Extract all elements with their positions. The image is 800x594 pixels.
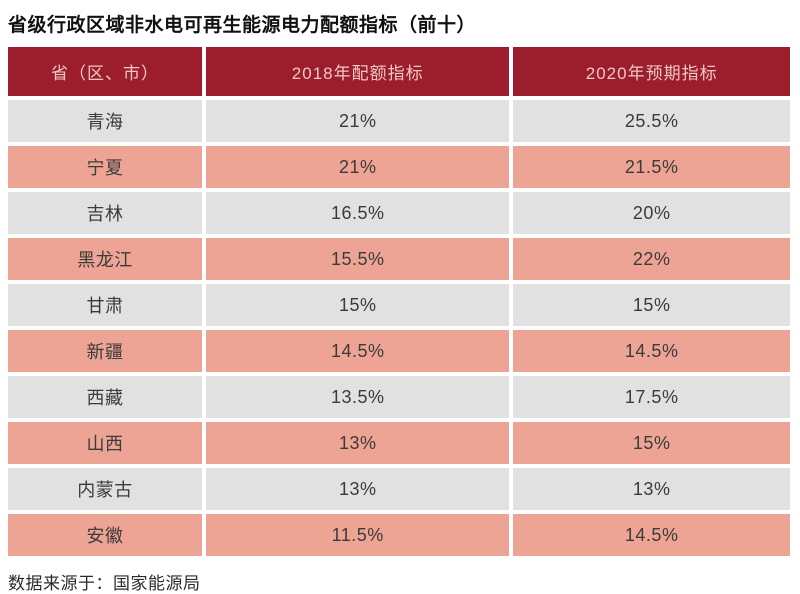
cell-2020-expected: 13% — [509, 464, 794, 514]
cell-2018-quota: 14.5% — [202, 326, 514, 376]
cell-2020-expected: 14.5% — [509, 326, 794, 376]
cell-province: 甘肃 — [3, 280, 207, 330]
cell-province: 宁夏 — [3, 142, 207, 192]
cell-2020-expected: 21.5% — [509, 142, 794, 192]
table-row: 内蒙古 13% 13% — [3, 464, 794, 514]
table-row: 宁夏 21% 21.5% — [3, 142, 794, 192]
cell-2020-expected: 15% — [509, 418, 794, 468]
cell-province: 西藏 — [3, 372, 207, 422]
cell-2018-quota: 15% — [202, 280, 514, 330]
chart-title: 省级行政区域非水电可再生能源电力配额指标（前十） — [8, 15, 477, 36]
column-header-2018-quota: 2018年配额指标 — [202, 43, 514, 100]
table-row: 安徽 11.5% 14.5% — [3, 510, 794, 560]
table-body: 青海 21% 25.5% 宁夏 21% 21.5% 吉林 16.5% 20% 黑… — [3, 96, 794, 560]
table-row: 吉林 16.5% 20% — [3, 188, 794, 238]
quota-table: 省（区、市） 2018年配额指标 2020年预期指标 青海 21% 25.5% … — [3, 43, 794, 560]
cell-province: 青海 — [3, 96, 207, 146]
table-row: 西藏 13.5% 17.5% — [3, 372, 794, 422]
table-row: 黑龙江 15.5% 22% — [3, 234, 794, 284]
cell-2018-quota: 11.5% — [202, 510, 514, 560]
cell-2018-quota: 21% — [202, 142, 514, 192]
cell-2020-expected: 22% — [509, 234, 794, 284]
cell-2020-expected: 15% — [509, 280, 794, 330]
table-row: 新疆 14.5% 14.5% — [3, 326, 794, 376]
cell-province: 山西 — [3, 418, 207, 468]
column-header-province: 省（区、市） — [3, 43, 207, 100]
cell-2020-expected: 20% — [509, 188, 794, 238]
cell-province: 内蒙古 — [3, 464, 207, 514]
cell-2020-expected: 25.5% — [509, 96, 794, 146]
cell-province: 吉林 — [3, 188, 207, 238]
cell-2018-quota: 13% — [202, 418, 514, 468]
table-row: 山西 13% 15% — [3, 418, 794, 468]
cell-2020-expected: 17.5% — [509, 372, 794, 422]
cell-2018-quota: 13% — [202, 464, 514, 514]
table-header-row: 省（区、市） 2018年配额指标 2020年预期指标 — [3, 43, 794, 100]
cell-province: 新疆 — [3, 326, 207, 376]
cell-2018-quota: 16.5% — [202, 188, 514, 238]
cell-province: 安徽 — [3, 510, 207, 560]
cell-2018-quota: 13.5% — [202, 372, 514, 422]
data-source-note: 数据来源于：国家能源局 — [8, 574, 201, 593]
table-row: 甘肃 15% 15% — [3, 280, 794, 330]
cell-2018-quota: 21% — [202, 96, 514, 146]
cell-2018-quota: 15.5% — [202, 234, 514, 284]
cell-province: 黑龙江 — [3, 234, 207, 284]
column-header-2020-expected: 2020年预期指标 — [509, 43, 794, 100]
table-row: 青海 21% 25.5% — [3, 96, 794, 146]
cell-2020-expected: 14.5% — [509, 510, 794, 560]
